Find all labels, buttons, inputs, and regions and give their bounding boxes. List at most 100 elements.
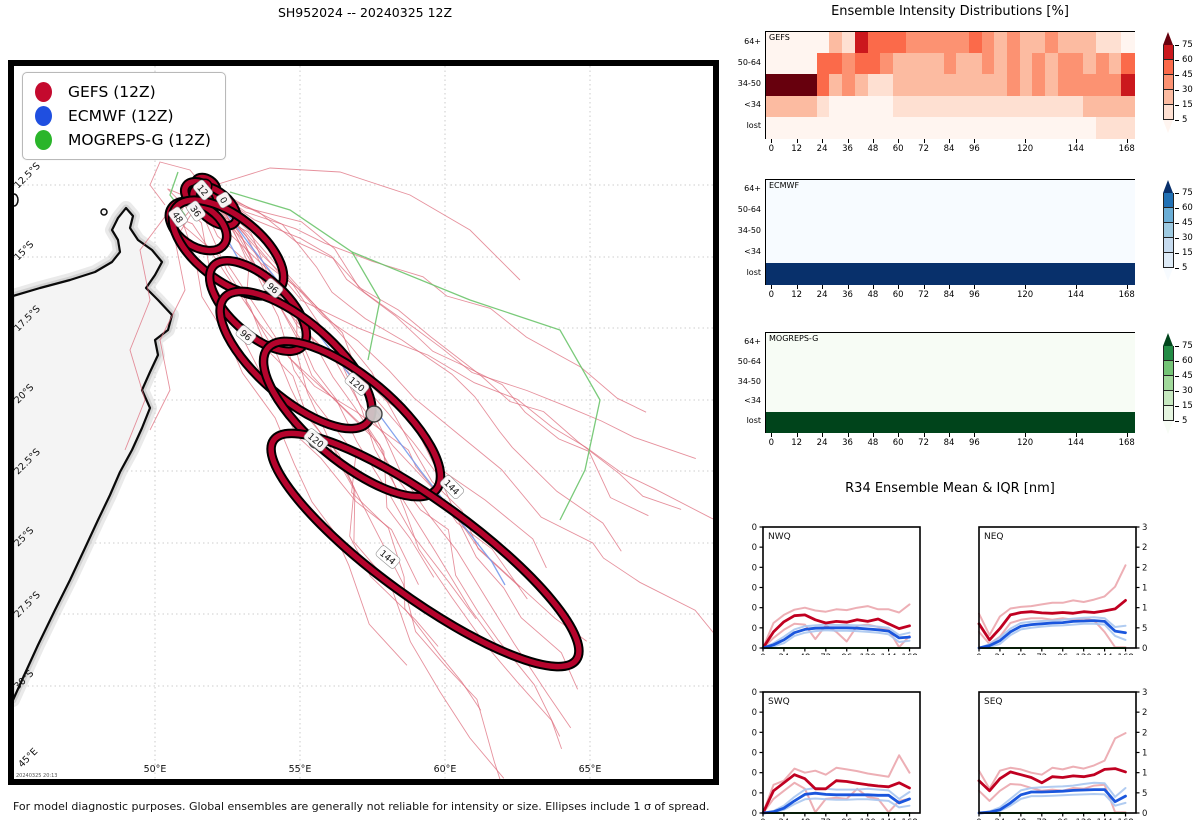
heatmap-cell (778, 95, 792, 118)
island-small (14, 193, 19, 207)
colorbar-tick-label: 75 (1182, 40, 1193, 50)
heatmap-cell (943, 53, 957, 75)
heatmap-cell (1045, 372, 1059, 393)
heatmap-cell (1057, 263, 1072, 285)
heatmap-row-label: 64+ (744, 184, 761, 194)
heatmap-cell (905, 200, 919, 223)
heatmap-model-label: MOGREPS-G (769, 334, 819, 343)
r34-quadrant-label: SWQ (768, 697, 790, 707)
heatmap-cell (905, 74, 919, 97)
heatmap-cell (1007, 333, 1021, 354)
heatmap-panel-mogreps-g: MOGREPS-G (765, 332, 1135, 433)
heatmap-row-label: 64+ (744, 336, 761, 346)
heatmap-cell (880, 180, 894, 202)
colorbar-tick-label: 45 (1182, 70, 1193, 80)
heatmap-cell (1095, 74, 1110, 97)
heatmap-cell (892, 242, 907, 264)
heatmap-cell (1045, 200, 1059, 223)
rect (375, 545, 401, 569)
heatmap-cell (1057, 221, 1072, 243)
r34-series-gefs-mean (761, 773, 911, 815)
r34-series-gefs-iqr-lower (762, 622, 911, 649)
heatmap-cell (1045, 32, 1059, 54)
heatmap-x-tick (847, 285, 849, 289)
gefs-member-track (211, 167, 521, 281)
heatmap-cell (766, 53, 780, 75)
heatmap-cell (804, 333, 818, 354)
heatmap-x-tick-label: 72 (918, 438, 930, 448)
heatmap-cell (1095, 392, 1110, 413)
heatmap-cell (854, 372, 869, 393)
heatmap-cell (994, 242, 1008, 264)
heatmap-x-tick (771, 433, 773, 437)
legend-row: ECMWF (12Z) (35, 104, 211, 128)
heatmap-cell (918, 263, 932, 285)
heatmap-cell (880, 95, 894, 118)
heatmap-cell (956, 352, 970, 374)
heatmap-cell (981, 32, 995, 54)
r34-series-ecmwf-iqr-lower (978, 622, 1127, 649)
heatmap-cell (880, 116, 894, 139)
heatmap-x-tick-label: 96 (968, 290, 980, 300)
heatmap-cell (1070, 392, 1084, 413)
heatmap-x-tick (1126, 433, 1128, 437)
heatmap-cell (1108, 412, 1122, 433)
colorbar-tick (1175, 60, 1179, 61)
r34-series-ecmwf-iqr-upper (978, 616, 1127, 649)
colorbar-tick-label: 60 (1182, 356, 1193, 366)
intensity-title: Ensemble Intensity Distributions [%] (831, 4, 1069, 19)
heatmap-x-tick-label: 0 (768, 144, 775, 154)
heatmap-cell (854, 333, 869, 354)
r34-y-tick-label: 300 (1142, 688, 1148, 698)
heatmap-x-tick-label: 36 (842, 438, 853, 448)
heatmap-cell (956, 95, 970, 118)
colorbar-segment (1163, 406, 1174, 421)
colorbar-segment (1163, 105, 1174, 120)
r34-y-tick-label: 200 (1142, 728, 1148, 738)
heatmap-cell (880, 263, 894, 285)
track-map: 0123648969612012014414412.5°S15°S17.5°S2… (8, 60, 719, 785)
heatmap-cell (867, 242, 881, 264)
heatmap-x-tick (898, 433, 900, 437)
heatmap-cell (918, 392, 932, 413)
heatmap-cell (994, 221, 1008, 243)
heatmap-cell (1121, 95, 1135, 118)
heatmap-cell (791, 263, 805, 285)
heatmap-cell (804, 74, 818, 97)
colorbar-tick-label: 5 (1182, 115, 1188, 125)
heatmap-cell (969, 221, 983, 243)
heatmap-cell (994, 32, 1008, 54)
heatmap-x-tick (1075, 139, 1077, 143)
colorbar-tick (1175, 421, 1179, 422)
heatmap-cell (892, 74, 907, 97)
heatmap-cell (867, 392, 881, 413)
heatmap-cell (930, 74, 945, 97)
heatmap-cell (880, 412, 894, 433)
map-frame (8, 60, 719, 785)
heatmap-cell (816, 116, 831, 139)
r34-x-tick-label: 120 (1076, 818, 1092, 820)
heatmap-cell (918, 32, 932, 54)
heatmap-cell (994, 352, 1008, 374)
r34-x-tick-label: 72 (820, 653, 831, 655)
heatmap-cell (778, 116, 792, 139)
heatmap-cell (918, 95, 932, 118)
heatmap-cell (981, 263, 995, 285)
r34-series-gefs-iqr-lower (762, 781, 911, 814)
heatmap-cell (892, 333, 907, 354)
heatmap-cell (1083, 180, 1097, 202)
heatmap-cell (829, 95, 843, 118)
heatmap-cell (804, 372, 818, 393)
heatmap-cell (867, 74, 881, 97)
r34-y-tick-label: 150 (1142, 749, 1148, 759)
heatmap-cell (791, 392, 805, 413)
heatmap-cell (778, 392, 792, 413)
heatmap-cell (1121, 392, 1135, 413)
heatmap-cell (1121, 74, 1135, 97)
heatmap-cell (969, 242, 983, 264)
heatmap-row-label: <34 (744, 100, 761, 110)
heatmap-row-label: <34 (744, 246, 761, 256)
heatmap-cell (854, 53, 869, 75)
heatmap-cell (918, 352, 932, 374)
heatmap-cell (766, 242, 780, 264)
